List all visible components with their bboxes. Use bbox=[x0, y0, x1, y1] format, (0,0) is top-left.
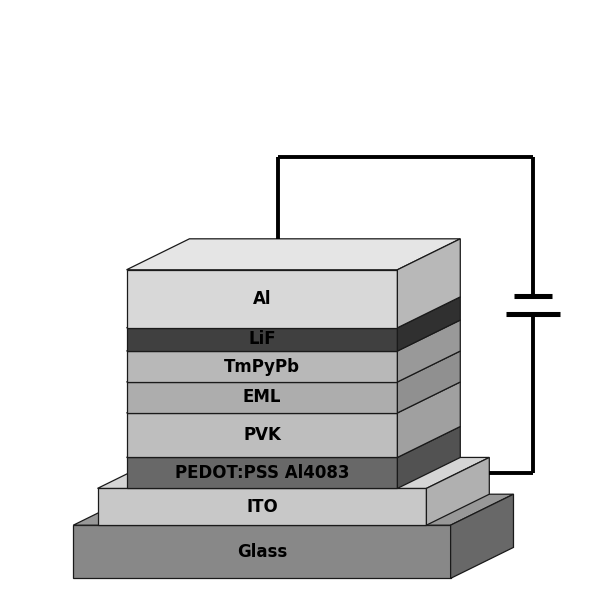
Polygon shape bbox=[126, 458, 397, 488]
Polygon shape bbox=[426, 458, 489, 525]
Polygon shape bbox=[126, 413, 397, 458]
Polygon shape bbox=[397, 351, 460, 413]
Text: TmPyPb: TmPyPb bbox=[224, 357, 300, 376]
Polygon shape bbox=[126, 426, 460, 458]
Polygon shape bbox=[450, 494, 513, 578]
Polygon shape bbox=[397, 239, 460, 328]
Text: PEDOT:PSS Al4083: PEDOT:PSS Al4083 bbox=[175, 464, 349, 482]
Polygon shape bbox=[397, 320, 460, 382]
Polygon shape bbox=[397, 297, 460, 351]
Polygon shape bbox=[73, 494, 513, 525]
Polygon shape bbox=[98, 488, 426, 525]
Polygon shape bbox=[126, 320, 460, 351]
Polygon shape bbox=[126, 351, 397, 382]
Polygon shape bbox=[126, 328, 397, 351]
Polygon shape bbox=[73, 525, 450, 578]
Polygon shape bbox=[126, 297, 460, 328]
Polygon shape bbox=[98, 458, 489, 488]
Text: PVK: PVK bbox=[243, 426, 281, 444]
Text: LiF: LiF bbox=[248, 330, 276, 349]
Polygon shape bbox=[126, 351, 460, 382]
Polygon shape bbox=[397, 426, 460, 488]
Polygon shape bbox=[126, 382, 460, 413]
Polygon shape bbox=[126, 270, 397, 328]
Text: Glass: Glass bbox=[237, 543, 287, 561]
Text: EML: EML bbox=[243, 389, 281, 407]
Polygon shape bbox=[126, 239, 460, 270]
Text: Al: Al bbox=[253, 290, 271, 308]
Text: ITO: ITO bbox=[246, 498, 278, 516]
Polygon shape bbox=[126, 382, 397, 413]
Polygon shape bbox=[397, 382, 460, 458]
